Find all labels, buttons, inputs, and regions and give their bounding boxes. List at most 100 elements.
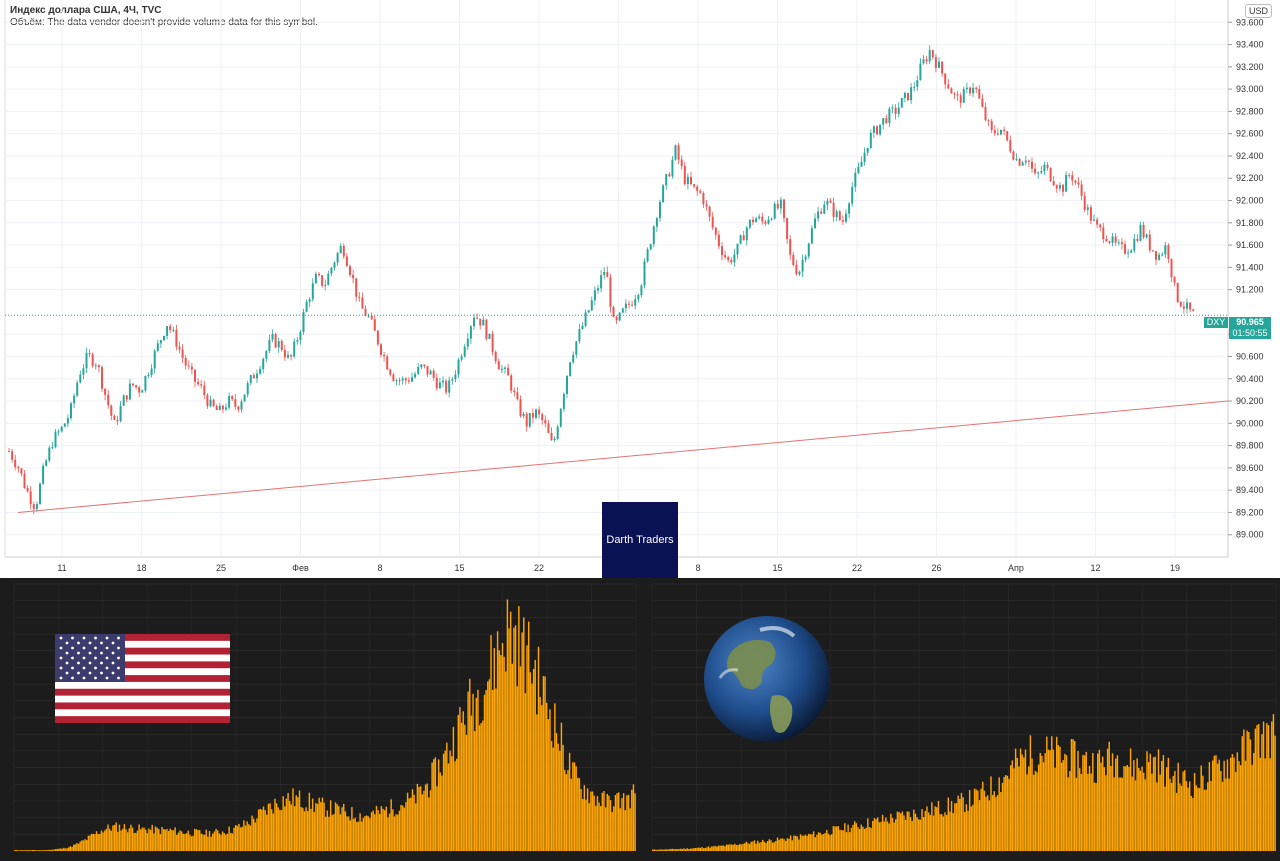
candle-body <box>451 379 454 381</box>
daily-bar <box>811 834 813 851</box>
daily-bar <box>1088 765 1091 851</box>
daily-bar <box>985 796 987 851</box>
daily-bar <box>840 830 843 851</box>
daily-bar <box>308 792 311 851</box>
daily-bar <box>893 822 895 851</box>
candle-body <box>944 73 947 85</box>
candle-body <box>364 308 367 317</box>
daily-bar <box>180 831 183 851</box>
daily-bar <box>1111 753 1114 851</box>
daily-bar <box>727 844 729 851</box>
daily-bar <box>1188 781 1191 851</box>
daily-bar <box>315 803 317 851</box>
daily-bar <box>1108 741 1110 851</box>
candle-body <box>522 413 525 417</box>
candle-body <box>826 200 829 205</box>
daily-bar <box>500 655 502 851</box>
flag-star <box>100 671 103 675</box>
daily-bar <box>888 823 890 851</box>
daily-bar <box>986 795 989 851</box>
world-bars <box>652 714 1276 851</box>
daily-bar <box>849 832 851 851</box>
daily-bar <box>35 850 37 851</box>
daily-bar <box>107 824 109 851</box>
daily-bar <box>1239 765 1242 851</box>
daily-bar <box>501 642 504 851</box>
daily-bar <box>1182 771 1184 851</box>
candle-body <box>407 380 410 382</box>
daily-bar <box>1164 786 1166 851</box>
daily-bar <box>1200 765 1202 851</box>
candle-body <box>1049 167 1052 182</box>
daily-bar <box>860 824 862 851</box>
currency-badge[interactable]: USD <box>1244 4 1272 18</box>
candle-body <box>810 228 813 244</box>
daily-bar <box>936 807 938 851</box>
daily-bar <box>631 789 633 851</box>
flag-star <box>65 641 69 645</box>
daily-bar <box>554 703 556 851</box>
daily-bar <box>336 804 338 851</box>
candle-body <box>680 159 683 167</box>
daily-bar <box>1106 748 1109 851</box>
daily-bar <box>581 798 584 851</box>
daily-bar <box>41 850 44 851</box>
candle-body <box>1102 227 1105 240</box>
flag-star <box>100 651 103 655</box>
daily-bar <box>603 791 605 851</box>
daily-bar <box>58 848 60 851</box>
candle-body <box>1012 151 1015 160</box>
daily-bar <box>290 804 293 851</box>
candle-body <box>845 213 847 222</box>
candle-body <box>717 234 720 247</box>
candle-body <box>463 346 466 357</box>
candle-body <box>54 431 57 448</box>
candle-body <box>1142 224 1145 238</box>
daily-bar <box>496 631 499 851</box>
daily-bar <box>105 828 108 851</box>
candle-body <box>950 88 953 94</box>
daily-bar <box>40 850 42 851</box>
daily-bar <box>223 833 225 851</box>
daily-bar <box>1123 765 1125 851</box>
candle-body <box>857 166 860 173</box>
daily-bar <box>942 816 945 851</box>
daily-bar <box>63 847 65 851</box>
candle-body <box>420 364 423 368</box>
daily-bar <box>158 828 160 851</box>
daily-bar <box>300 807 302 851</box>
candle-body <box>674 145 677 160</box>
flag-star <box>100 661 103 665</box>
daily-bar <box>446 742 448 851</box>
daily-bar <box>46 850 49 851</box>
daily-bar <box>473 731 476 851</box>
candle-body <box>553 438 556 441</box>
daily-bar <box>743 843 746 851</box>
daily-bar <box>544 676 546 851</box>
daily-bar <box>439 772 442 851</box>
daily-bar <box>572 762 574 851</box>
candle-body <box>265 351 268 359</box>
candle-body <box>398 380 401 382</box>
candle-body <box>894 107 897 114</box>
candle-body <box>581 325 584 330</box>
daily-bar <box>967 810 969 851</box>
daily-bar <box>1067 777 1069 851</box>
daily-bar <box>839 829 841 851</box>
daily-bar <box>773 842 775 851</box>
candle-body <box>693 184 696 187</box>
daily-bar <box>1197 787 1199 851</box>
candle-body <box>835 211 838 218</box>
daily-bar <box>595 805 597 851</box>
daily-bar <box>567 770 569 851</box>
y-tick-label: 90.600 <box>1236 351 1264 361</box>
candle-body <box>798 271 801 275</box>
daily-bar <box>38 850 40 851</box>
daily-bar <box>511 663 514 851</box>
daily-bar <box>220 834 222 851</box>
candle-body <box>1086 207 1089 210</box>
daily-bar <box>822 834 825 851</box>
daily-bar <box>706 847 708 851</box>
candle-body <box>1043 164 1046 172</box>
daily-bar <box>259 808 261 851</box>
